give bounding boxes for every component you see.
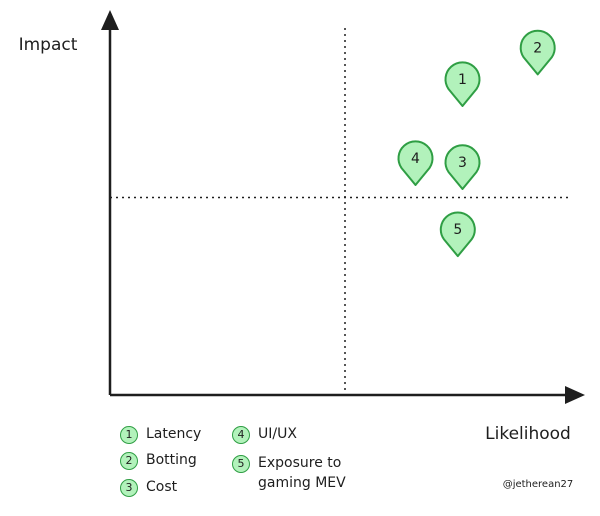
legend-text: UI/UX — [258, 426, 297, 442]
risk-marker — [444, 144, 481, 190]
marker-label: 4 — [411, 151, 420, 167]
risk-marker — [444, 61, 481, 107]
marker-label: 1 — [458, 72, 467, 88]
legend-item: 4 UI/UX — [232, 426, 363, 444]
legend-text: Latency — [146, 426, 202, 442]
credit: @jetherean27 — [503, 479, 574, 490]
legend-number: 1 — [120, 426, 138, 444]
legend-number: 5 — [232, 455, 250, 473]
legend-text: Botting — [146, 452, 197, 468]
risk-marker — [519, 29, 556, 76]
legend-item: 3 Cost — [120, 479, 251, 497]
legend-text: Cost — [146, 479, 178, 495]
y-axis-arrow — [101, 10, 119, 30]
legend-item: 5 Exposure to gaming MEV — [232, 455, 363, 493]
legend-number: 2 — [120, 452, 138, 470]
legend-item: 2 Botting — [120, 452, 251, 470]
legend-item: 1 Latency — [120, 426, 251, 444]
x-axis-arrow — [565, 386, 585, 404]
legend-text: Exposure to gaming MEV — [258, 455, 346, 491]
y-axis-label: Impact — [19, 35, 78, 55]
marker-label: 5 — [453, 222, 462, 238]
risk-marker — [439, 211, 476, 258]
marker-label: 3 — [458, 155, 467, 171]
legend-number: 3 — [120, 479, 138, 497]
risk-marker — [397, 140, 434, 186]
legend-number: 4 — [232, 426, 250, 444]
marker-label: 2 — [533, 40, 542, 56]
x-axis-label: Likelihood — [485, 424, 571, 444]
